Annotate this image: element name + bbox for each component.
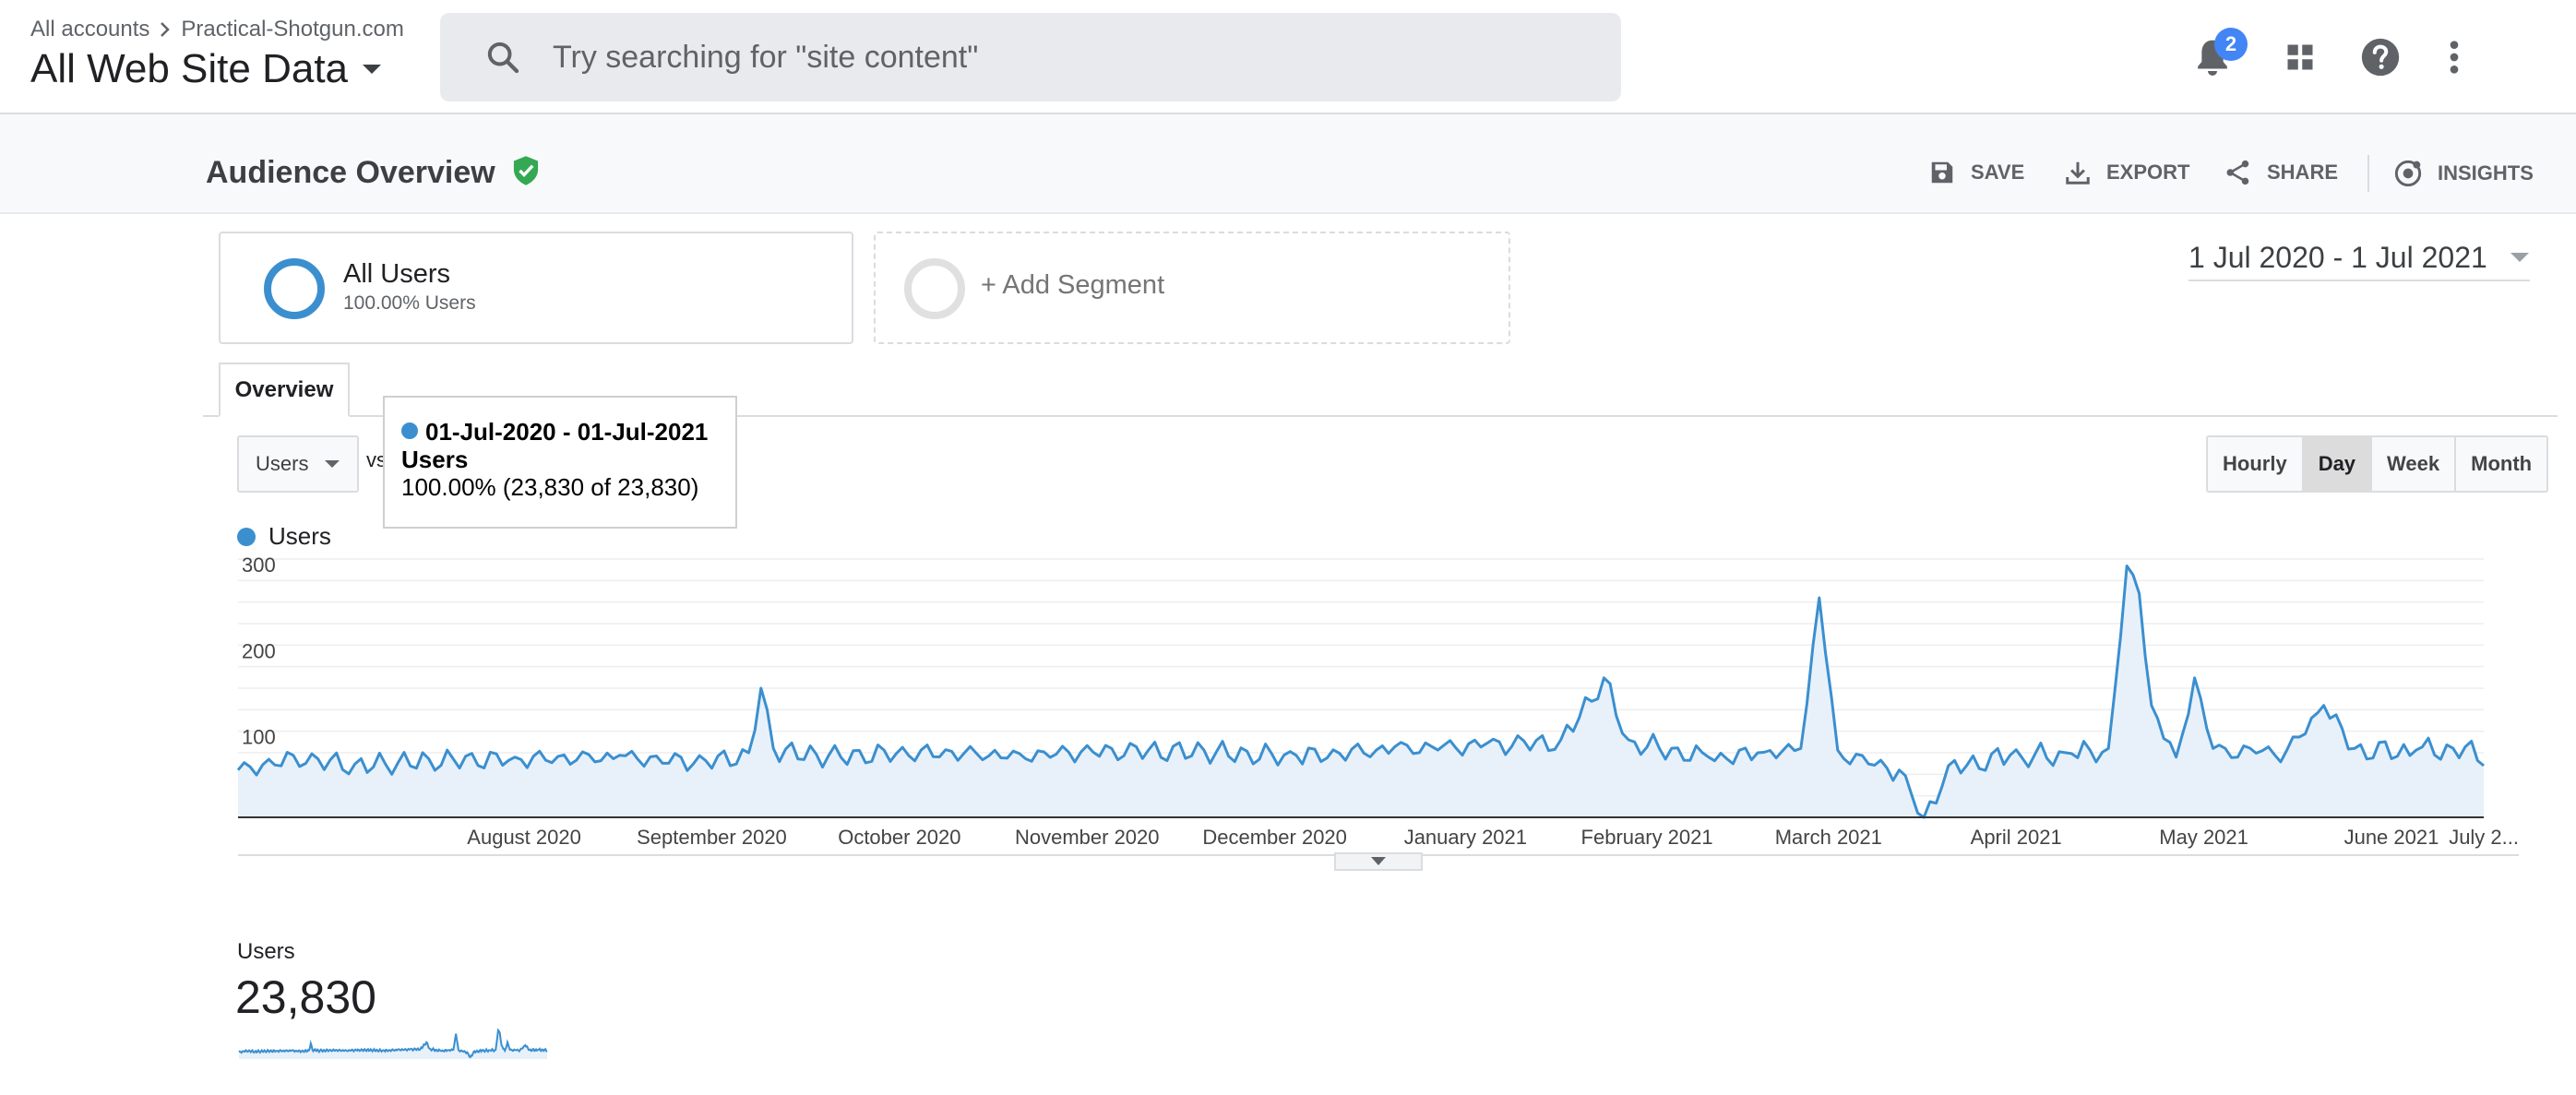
granularity-week-button[interactable]: Week <box>2372 437 2457 491</box>
add-segment-button[interactable]: + Add Segment <box>874 232 1510 344</box>
x-tick-label: June 2021 <box>2344 826 2439 849</box>
scorecard-sparkline <box>238 1028 548 1059</box>
granularity-day-button[interactable]: Day <box>2303 437 2373 491</box>
x-tick-label: May 2021 <box>2159 826 2248 849</box>
tooltip-value: 100.00% (23,830 of 23,830) <box>401 473 699 501</box>
breadcrumb-property-link[interactable]: Practical-Shotgun.com <box>181 17 404 42</box>
x-tick-label: September 2020 <box>637 826 787 849</box>
metric-dropdown-value: Users <box>256 452 309 475</box>
caret-down-icon <box>325 460 340 468</box>
empty-segment-ring-icon <box>904 258 965 319</box>
more-vert-icon <box>2450 41 2459 74</box>
granularity-toggle: Hourly Day Week Month <box>2206 435 2549 493</box>
y-tick-label: 300 <box>242 553 276 577</box>
export-label: EXPORT <box>2106 161 2190 184</box>
notification-count-badge: 2 <box>2214 28 2248 61</box>
legend-dot-users <box>237 527 256 546</box>
save-button[interactable]: SAVE <box>1928 159 2024 186</box>
users-line <box>236 565 2485 819</box>
chart-legend: Users <box>237 522 331 551</box>
scorecard-users-value: 23,830 <box>235 971 376 1023</box>
x-tick-label: November 2020 <box>1015 826 1160 849</box>
search-icon <box>487 42 519 74</box>
tooltip-metric: Users <box>401 446 469 473</box>
save-label: SAVE <box>1971 161 2025 184</box>
chart-tooltip: 01-Jul-2020 - 01-Jul-2021 Users 100.00% … <box>383 396 737 529</box>
breadcrumb: All accounts Practical-Shotgun.com <box>30 17 404 42</box>
insights-icon <box>2394 160 2422 187</box>
sparkline-line <box>238 1028 548 1059</box>
x-tick-label: October 2020 <box>838 826 960 849</box>
apps-button[interactable] <box>2274 31 2326 83</box>
x-tick-label: December 2020 <box>1202 826 1347 849</box>
x-tick-label: February 2021 <box>1581 826 1713 849</box>
tooltip-series-dot <box>401 423 418 439</box>
caret-down-icon <box>363 65 382 74</box>
export-button[interactable]: EXPORT <box>2064 159 2189 186</box>
verified-shield-icon <box>514 156 539 185</box>
add-segment-label: + Add Segment <box>981 270 1165 300</box>
help-button[interactable] <box>2355 31 2406 83</box>
x-tick-label: July 2... <box>2449 826 2519 849</box>
chevron-right-icon <box>161 22 171 37</box>
page-title: Audience Overview <box>206 155 541 191</box>
segment-detail: 100.00% Users <box>343 292 476 314</box>
view-name: All Web Site Data <box>30 46 349 91</box>
vs-label: vs <box>366 448 387 471</box>
caret-down-icon <box>1371 857 1386 865</box>
x-tick-label: April 2021 <box>1971 826 2062 849</box>
tab-strip-divider <box>203 415 2558 417</box>
x-tick-label: January 2021 <box>1404 826 1527 849</box>
apps-grid-icon <box>2287 44 2313 70</box>
y-tick-label: 200 <box>242 639 276 662</box>
granularity-month-button[interactable]: Month <box>2456 437 2547 491</box>
x-tick-label: August 2020 <box>467 826 581 849</box>
granularity-hourly-button[interactable]: Hourly <box>2208 437 2304 491</box>
users-area <box>238 565 2484 817</box>
download-icon <box>2066 161 2090 184</box>
metric-dropdown[interactable]: Users <box>237 435 359 493</box>
caret-down-icon <box>2510 253 2529 262</box>
report-header <box>0 114 2576 214</box>
segment-ring-icon <box>264 258 325 319</box>
date-range-text: 1 Jul 2020 - 1 Jul 2021 <box>2188 240 2487 274</box>
view-selector[interactable]: All Web Site Data <box>30 46 383 92</box>
insights-button[interactable]: INSIGHTS <box>2393 159 2534 188</box>
save-icon <box>1931 161 1953 184</box>
date-range-picker[interactable]: 1 Jul 2020 - 1 Jul 2021 <box>2188 235 2530 281</box>
scorecard-users-label: Users <box>237 939 295 964</box>
share-button[interactable]: SHARE <box>2224 159 2338 186</box>
search-input[interactable] <box>551 38 1569 77</box>
share-icon <box>2226 160 2249 185</box>
legend-label-users: Users <box>268 522 331 550</box>
share-label: SHARE <box>2267 161 2339 184</box>
x-tick-label: March 2021 <box>1775 826 1882 849</box>
tab-overview[interactable]: Overview <box>219 363 350 417</box>
tooltip-date-range: 01-Jul-2020 - 01-Jul-2021 <box>425 418 709 446</box>
segment-name: All Users <box>343 259 451 289</box>
actions-divider <box>2367 155 2369 192</box>
search-box[interactable] <box>440 13 1621 101</box>
users-line-chart[interactable]: 100 200 300 August 2020 September 2020 Octobe… <box>0 535 2576 858</box>
chart-resize-handle[interactable] <box>1334 852 1423 871</box>
page-title-text: Audience Overview <box>206 155 495 190</box>
insights-label: INSIGHTS <box>2438 161 2534 184</box>
more-options-button[interactable] <box>2428 31 2480 83</box>
breadcrumb-account-link[interactable]: All accounts <box>30 17 150 42</box>
y-tick-label: 100 <box>242 726 276 749</box>
help-icon <box>2361 38 2400 77</box>
segment-all-users[interactable]: All Users 100.00% Users <box>219 232 853 344</box>
